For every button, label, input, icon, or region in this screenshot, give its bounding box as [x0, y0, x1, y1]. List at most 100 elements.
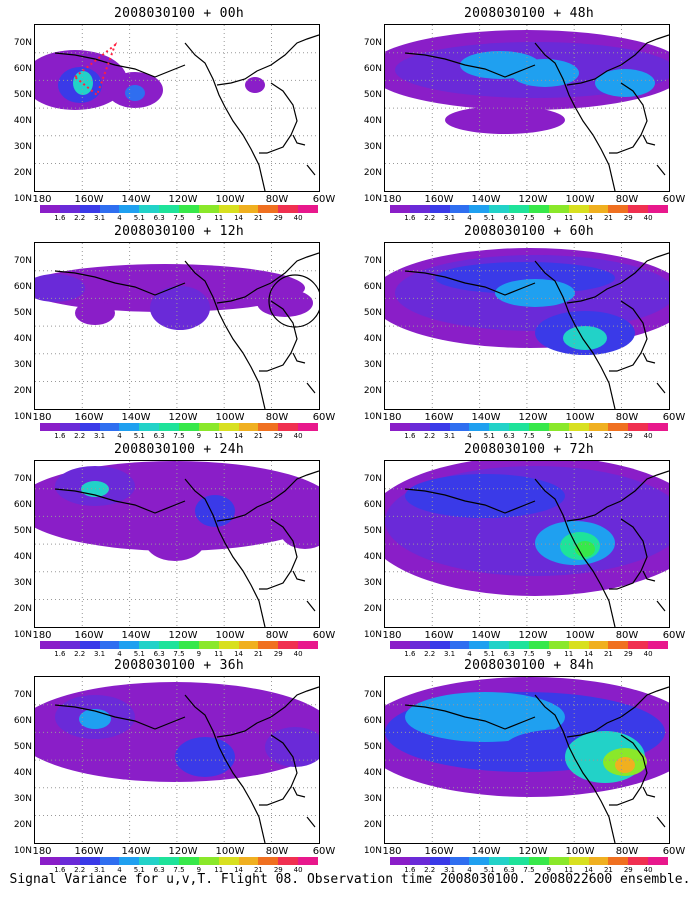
colorbar-tick-label: 4 — [117, 432, 122, 440]
colorbar-swatch — [489, 205, 510, 213]
map-plot — [34, 242, 320, 410]
lat-label: 30N — [13, 794, 32, 804]
map-plot — [384, 676, 670, 844]
lat-label: 70N — [13, 690, 32, 700]
lon-label: 60W — [662, 194, 686, 205]
coastline — [54, 470, 319, 627]
colorbar-tick-label: 9 — [196, 866, 202, 874]
colorbar-swatch — [40, 641, 60, 649]
colorbar-swatch — [469, 205, 490, 213]
variance-contour — [265, 727, 319, 767]
colorbar-swatch — [99, 857, 120, 865]
lon-label: 140W — [471, 412, 501, 423]
colorbar-swatch — [390, 641, 410, 649]
colorbar-swatch — [449, 857, 470, 865]
colorbar-swatch — [529, 857, 549, 865]
colorbar-tick-label: 6.3 — [153, 866, 165, 874]
colorbar — [390, 205, 669, 213]
colorbar-tick-label: 21 — [603, 214, 613, 222]
colorbar-swatch — [449, 641, 470, 649]
colorbar-tick-label: 2.2 — [74, 866, 86, 874]
colorbar-tick-label: 29 — [273, 214, 283, 222]
colorbar-swatch — [390, 857, 410, 865]
colorbar-tick-label: 1.6 — [404, 866, 416, 874]
colorbar-swatch — [40, 205, 60, 213]
colorbar-labels: 1.6 2.2 3.1 4 5.1 6.3 7.5 9 11 14 21 29 40 — [40, 214, 318, 224]
colorbar-swatch — [469, 423, 490, 431]
lon-label: 100W — [565, 194, 595, 205]
colorbar-tick-label: 3.1 — [443, 432, 456, 440]
lon-label: 120W — [518, 412, 548, 423]
colorbar-tick-label: 7.5 — [173, 432, 185, 440]
colorbar-tick-label: 1.6 — [404, 432, 416, 440]
colorbar-labels: 1.6 2.2 3.1 4 5.1 6.3 7.5 9 11 14 21 29 40 — [390, 214, 668, 224]
colorbar-swatch — [588, 641, 609, 649]
colorbar-tick-label: 14 — [584, 866, 594, 874]
lon-label: 180 — [382, 630, 402, 641]
lat-label: 50N — [363, 742, 382, 752]
lon-label: 80W — [265, 630, 289, 641]
colorbar-tick-label: 5.1 — [133, 866, 145, 874]
colorbar-swatch — [509, 641, 530, 649]
colorbar-tick-label: 4 — [117, 866, 122, 874]
variance-contour — [563, 326, 607, 350]
colorbar-swatch — [59, 641, 80, 649]
variance-contour — [125, 85, 145, 101]
colorbar-labels: 1.6 2.2 3.1 4 5.1 6.3 7.5 9 11 14 21 29 40 — [40, 432, 318, 442]
lon-label: 180 — [382, 194, 402, 205]
colorbar-tick-label: 2.2 — [424, 866, 436, 874]
coastline — [404, 470, 669, 627]
colorbar-swatch — [59, 423, 80, 431]
colorbar-swatch — [489, 641, 510, 649]
coastline — [54, 686, 319, 843]
colorbar-tick-label: 6.3 — [153, 214, 165, 222]
variance-contour — [73, 71, 93, 95]
colorbar-tick-label: 3.1 — [93, 214, 106, 222]
colorbar-tick-label: 7.5 — [523, 650, 535, 658]
colorbar-swatch — [390, 423, 410, 431]
colorbar-swatch — [198, 205, 219, 213]
colorbar-swatch — [278, 857, 299, 865]
colorbar-swatch — [390, 205, 410, 213]
colorbar-tick-label: 11 — [564, 650, 574, 658]
lon-label: 120W — [168, 194, 198, 205]
colorbar-swatch — [568, 423, 589, 431]
lon-label: 180 — [32, 412, 52, 423]
lon-label: 80W — [265, 412, 289, 423]
lon-label: 100W — [215, 412, 245, 423]
map-svg — [35, 677, 319, 843]
lat-label: 60N — [13, 716, 32, 726]
colorbar-tick-label: 1.6 — [404, 650, 416, 658]
colorbar-tick-label: 21 — [253, 432, 263, 440]
lat-label: 40N — [363, 116, 382, 126]
colorbar-swatch — [258, 205, 279, 213]
colorbar-swatch — [198, 857, 219, 865]
colorbar-swatch — [40, 423, 60, 431]
colorbar-swatch — [139, 423, 160, 431]
colorbar-tick-label: 40 — [293, 214, 303, 222]
variance-contour — [495, 279, 575, 307]
lon-label: 100W — [215, 630, 245, 641]
colorbar-swatch — [119, 205, 140, 213]
colorbar-tick-label: 4 — [467, 432, 472, 440]
colorbar-tick-label: 5.1 — [483, 432, 495, 440]
lon-label: 120W — [518, 846, 548, 857]
lon-label: 160W — [74, 630, 104, 641]
lon-label: 60W — [662, 846, 686, 857]
lon-label: 140W — [121, 846, 151, 857]
variance-contour — [615, 757, 635, 773]
colorbar-swatch — [548, 423, 569, 431]
colorbar-swatch — [99, 205, 120, 213]
lon-label: 80W — [265, 846, 289, 857]
figure-caption: Signal Variance for u,v,T. Flight 08. Ob… — [9, 872, 691, 887]
lon-label: 180 — [382, 412, 402, 423]
coastline — [54, 34, 319, 191]
colorbar-tick-label: 2.2 — [424, 650, 436, 658]
colorbar-swatch — [79, 857, 100, 865]
colorbar-swatch — [628, 641, 649, 649]
map-plot — [384, 242, 670, 410]
colorbar-tick-label: 11 — [564, 214, 574, 222]
colorbar-swatch — [40, 857, 60, 865]
map-svg — [385, 461, 669, 627]
colorbar-tick-label: 9 — [546, 650, 552, 658]
